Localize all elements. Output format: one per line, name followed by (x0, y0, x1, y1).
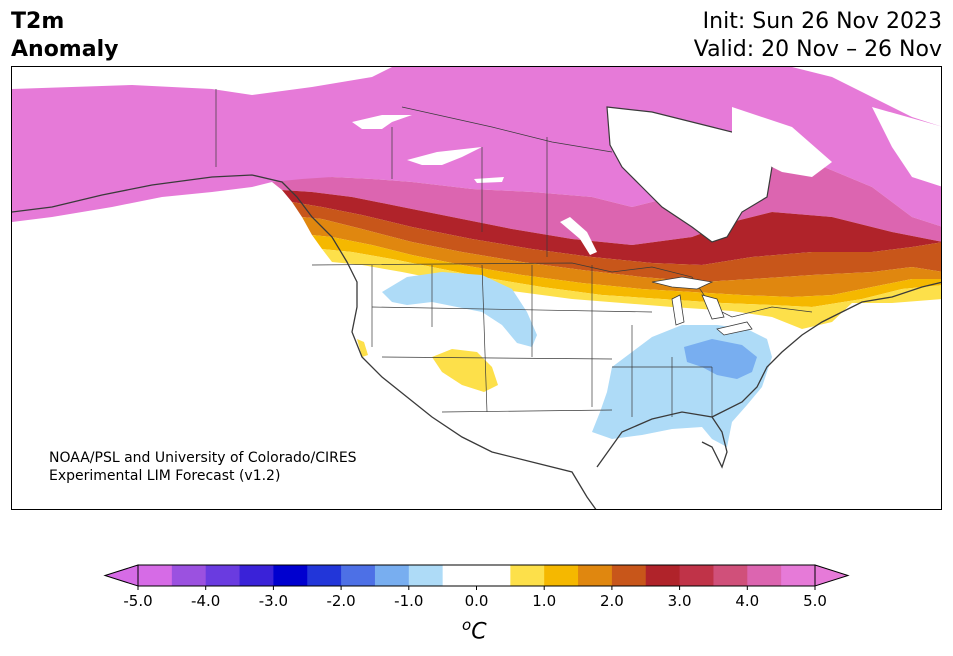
colorbar-tick-label: 3.0 (668, 592, 692, 610)
coastlines (12, 174, 941, 509)
map-canvas (12, 67, 941, 509)
labrador-sea-water (872, 107, 941, 187)
colorbar-arrow-max (814, 564, 850, 587)
colorbar-cell (442, 565, 477, 586)
colorbar-tick-label: 5.0 (803, 592, 827, 610)
colorbar-tick-label: -3.0 (259, 592, 288, 610)
colorbar-cell (611, 565, 647, 586)
variable-subtitle: Anomaly (11, 37, 119, 62)
colorbar-cell (713, 565, 748, 586)
anomaly-band-5 (12, 67, 941, 227)
colorbar-cell (205, 565, 241, 586)
credit-line-1: NOAA/PSL and University of Colorado/CIRE… (49, 450, 357, 466)
colorbar-cell (408, 565, 444, 586)
colorbar-cell (171, 565, 207, 586)
political-borders (215, 89, 813, 417)
great-slave-lake (407, 147, 482, 165)
colorbar-tick-label: -1.0 (394, 592, 423, 610)
colorbar-cell (138, 565, 173, 586)
valid-range: Valid: 20 Nov – 26 Nov (693, 37, 942, 62)
colorbar-tick-label: 1.0 (532, 592, 556, 610)
variable-label: T2m (11, 9, 65, 34)
lake-athabasca (474, 177, 504, 183)
map-title: T2m Anomaly (11, 8, 118, 64)
colorbar-cell (374, 565, 410, 586)
init-date: Init: Sun 26 Nov 2023 (702, 9, 942, 34)
colorbar-arrow-min (103, 564, 139, 587)
colorbar-cell (781, 565, 816, 586)
colorbar-tick-label: 4.0 (735, 592, 759, 610)
anomaly-band-2 (302, 217, 941, 297)
colorbar-cell (273, 565, 308, 586)
colorbar-cell (578, 565, 613, 586)
warm-anomaly-southwest (432, 349, 498, 392)
colorbar-ticks: -5.0 -4.0 -3.0 -2.0 -1.0 0.0 1.0 2.0 3.0 4.0 5.0 (123, 586, 827, 610)
cool-anomaly-northwest (382, 272, 537, 347)
colorbar-cell (679, 565, 714, 586)
anomaly-band-25 (292, 202, 941, 282)
colorbar-cell (239, 565, 274, 586)
colorbar-cells (103, 564, 850, 587)
anomaly-band-15 (312, 235, 941, 307)
arctic-water (732, 107, 832, 177)
colorbar-tick-label: 0.0 (465, 592, 489, 610)
anomaly-map (11, 66, 942, 510)
colorbar-tick-label: -2.0 (326, 592, 355, 610)
colorbar-tick-label: -4.0 (191, 592, 220, 610)
cool-anomaly-core (684, 339, 757, 379)
colorbar: -5.0 -4.0 -3.0 -2.0 -1.0 0.0 1.0 2.0 3.0 4.0 5.0 (103, 564, 850, 610)
lake-winnipeg (560, 217, 597, 255)
anomaly-band-3 (282, 190, 941, 265)
colorbar-tick-label: 2.0 (600, 592, 624, 610)
great-lakes (651, 276, 753, 336)
colorbar-cell (476, 565, 511, 586)
credit-text: NOAA/PSL and University of Colorado/CIRE… (49, 449, 357, 485)
colorbar-cell (747, 565, 782, 586)
colorbar-unit: oCoC (462, 616, 487, 645)
forecast-dates: Init: Sun 26 Nov 2023 Valid: 20 Nov – 26… (694, 8, 942, 64)
colorbar-cell (645, 565, 681, 586)
colorbar-cell (510, 565, 545, 586)
warm-anomaly-california (357, 339, 368, 357)
great-bear-lake (352, 115, 412, 129)
colorbar-cell (307, 565, 342, 586)
colorbar-cell (341, 565, 376, 586)
colorbar-cell (544, 565, 579, 586)
credit-line-2: Experimental LIM Forecast (v1.2) (49, 468, 281, 484)
hudson-bay (606, 106, 773, 243)
colorbar-tick-label: -5.0 (123, 592, 152, 610)
anomaly-band-4 (272, 157, 941, 245)
